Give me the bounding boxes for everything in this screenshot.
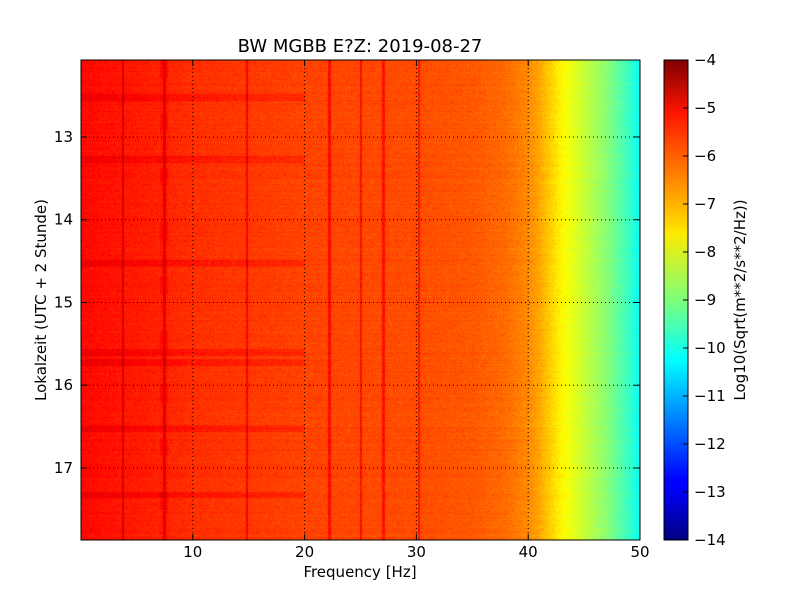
x-tick-label: 40 (519, 543, 538, 561)
chart-title: BW MGBB E?Z: 2019-08-27 (238, 36, 483, 57)
y-tick-label: 14 (54, 211, 73, 229)
plot-frame (80, 59, 641, 541)
y-tick-label: 15 (54, 293, 73, 311)
y-axis-label: Lokalzeit (UTC + 2 Stunde) (32, 199, 50, 401)
colorbar-tick-label: −14 (694, 531, 726, 549)
y-tick-label: 17 (54, 459, 73, 477)
colorbar-tick-label: −8 (694, 243, 716, 261)
x-tick-label: 30 (407, 543, 426, 561)
y-tick-label: 13 (54, 128, 73, 146)
colorbar-tick-label: −11 (694, 387, 726, 405)
x-tick-label: 20 (295, 543, 314, 561)
colorbar-tick-label: −9 (694, 291, 716, 309)
colorbar-label: Log10(Sqrt(m**2/s**2/Hz)) (731, 199, 749, 400)
y-tick-label: 16 (54, 376, 73, 394)
spectrogram-image (81, 60, 640, 540)
axis-ticks: 10 20 30 40 50 13 14 15 16 17 (54, 60, 650, 561)
x-tick-label: 10 (183, 543, 202, 561)
colorbar-tick-label: −13 (694, 483, 726, 501)
x-tick-label: 50 (630, 543, 649, 561)
colorbar: −4 −5 −6 −7 −8 −9 −10 −11 −12 −13 −14 Log10(Sqrt(m… (663, 51, 749, 549)
colorbar-tick-label: −12 (694, 435, 726, 453)
colorbar-ticks: −4 −5 −6 −7 −8 −9 −10 −11 −12 −13 −14 (683, 51, 726, 549)
colorbar-tick-label: −5 (694, 99, 716, 117)
x-axis-label: Frequency [Hz] (303, 563, 416, 581)
colorbar-tick-label: −6 (694, 147, 716, 165)
spectrogram-image-container (81, 60, 640, 540)
grid-lines (81, 60, 640, 540)
colorbar-tick-label: −7 (694, 195, 716, 213)
colorbar-tick-label: −4 (694, 51, 716, 69)
colorbar-tick-label: −10 (694, 339, 726, 357)
